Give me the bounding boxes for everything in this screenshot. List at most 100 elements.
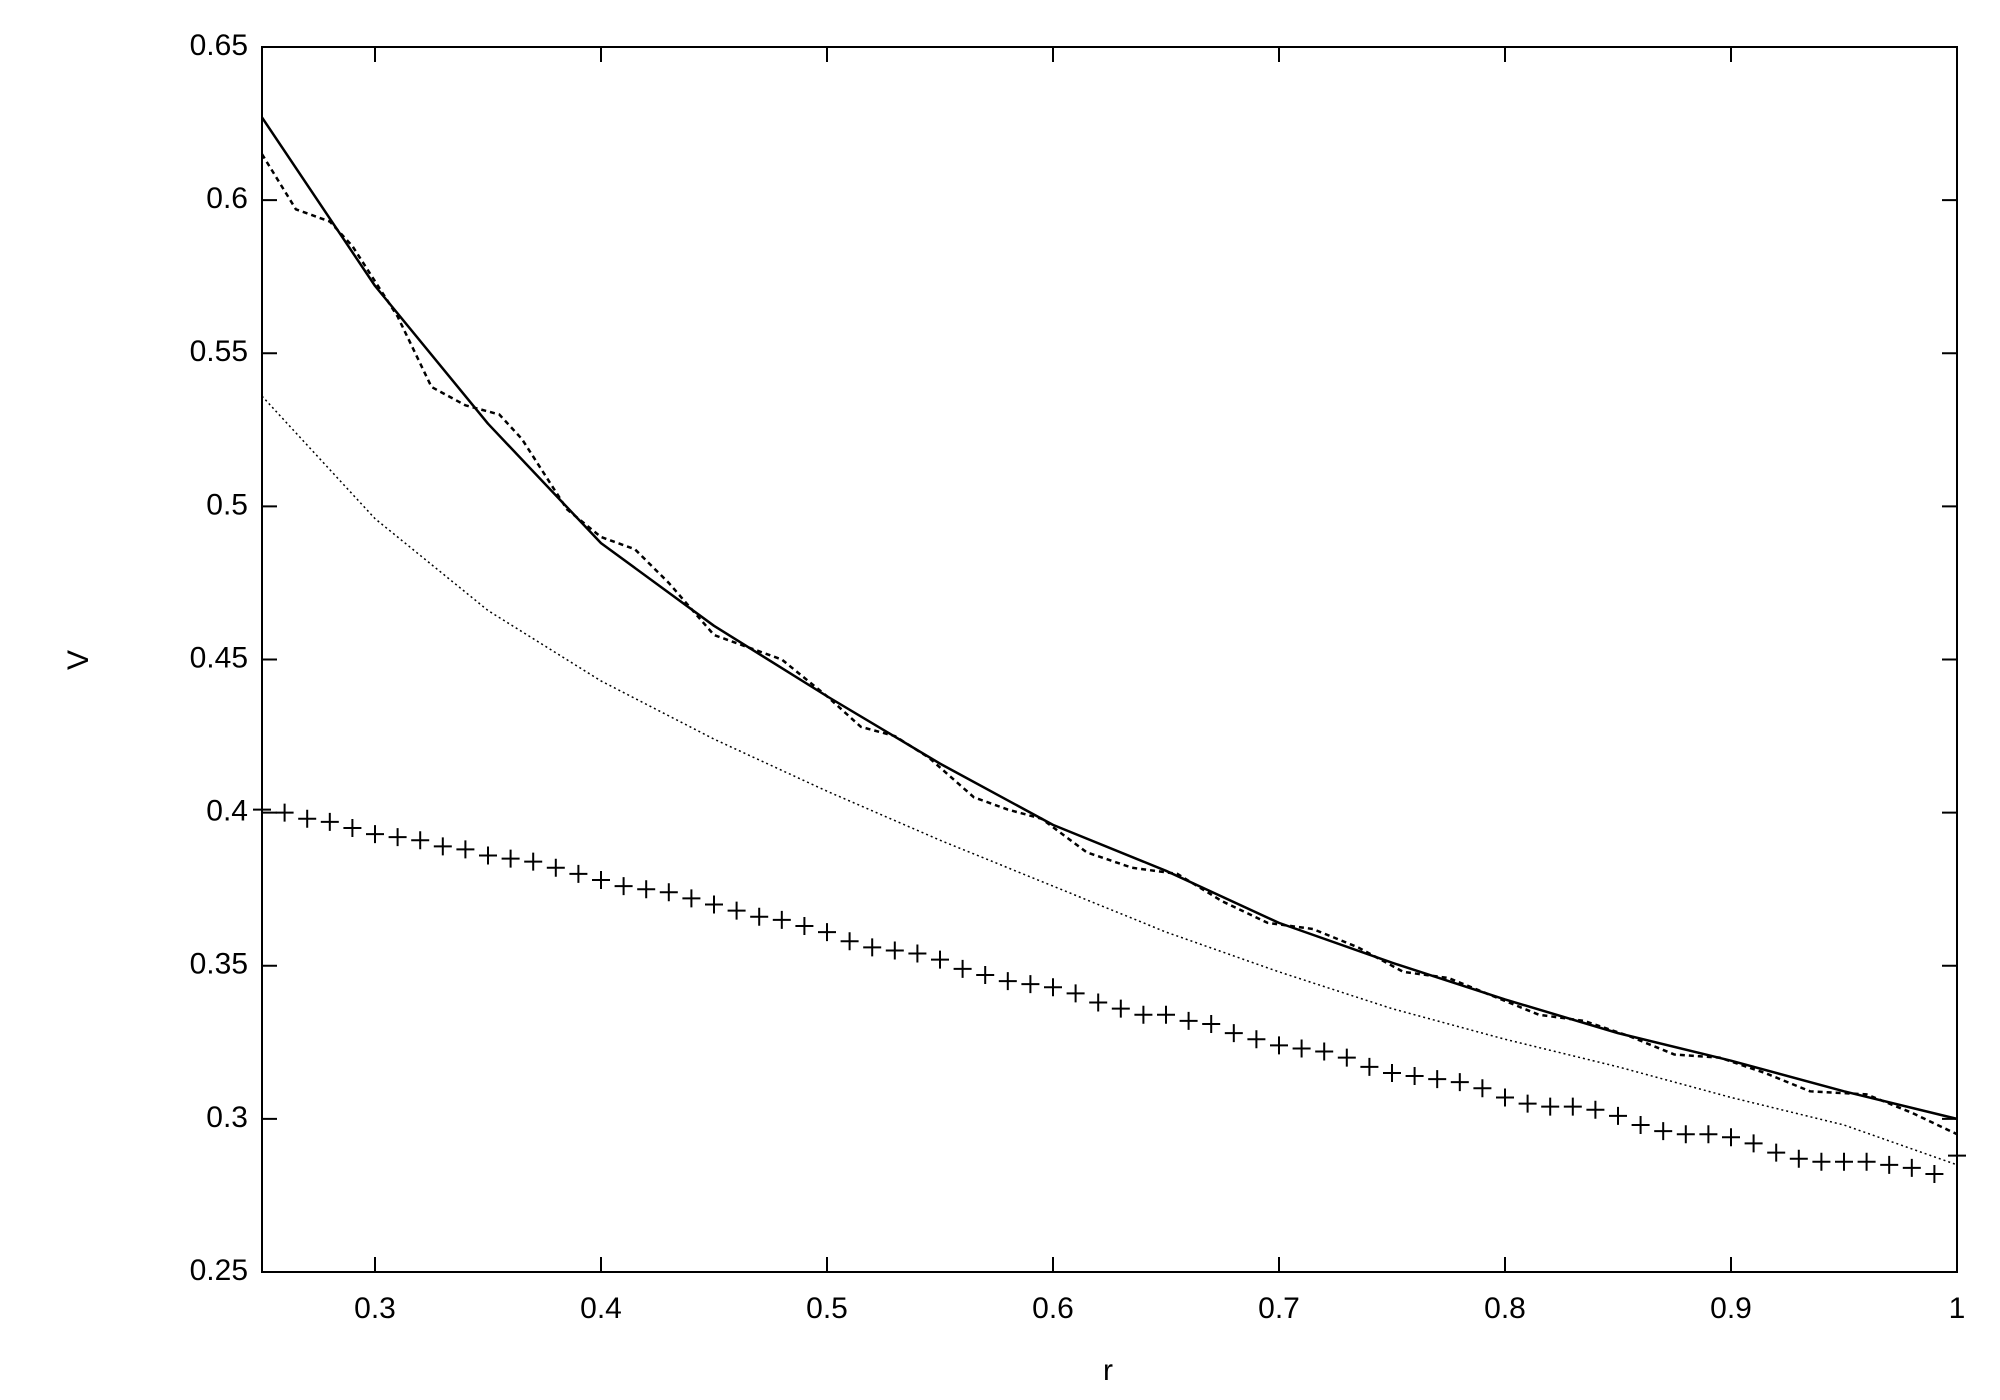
y-tick-label: 0.4 <box>206 795 248 828</box>
cross-marker <box>1134 1005 1153 1024</box>
cross-marker <box>1044 978 1062 997</box>
cross-marker <box>1744 1134 1763 1153</box>
cross-marker <box>366 825 384 844</box>
line-series <box>260 116 1958 1121</box>
cross-marker <box>976 965 995 984</box>
cross-marker <box>1021 975 1040 994</box>
cross-marker <box>433 837 452 856</box>
x-tick-label: 0.4 <box>580 1292 622 1325</box>
x-tick-label: 0.7 <box>1258 1292 1300 1325</box>
line-series <box>261 395 1958 1166</box>
cross-marker <box>931 950 949 969</box>
x-tick-label: 0.6 <box>1032 1292 1074 1325</box>
cross-marker <box>998 972 1017 991</box>
y-tick-label: 0.25 <box>190 1254 248 1287</box>
cross-marker <box>524 852 543 871</box>
cross-marker <box>1518 1094 1537 1113</box>
cross-marker <box>682 889 701 908</box>
cross-marker <box>795 916 814 935</box>
x-tick-label: 0.5 <box>806 1292 848 1325</box>
y-tick-label: 0.6 <box>206 182 248 215</box>
cross-marker <box>1812 1152 1831 1171</box>
y-tick-label: 0.55 <box>190 335 248 368</box>
cross-marker <box>1360 1057 1379 1076</box>
cross-marker <box>456 840 475 859</box>
cross-marker <box>1925 1165 1944 1183</box>
cross-marker <box>1563 1097 1582 1116</box>
cross-marker <box>1857 1152 1876 1171</box>
x-tick-label: 0.8 <box>1484 1292 1526 1325</box>
cross-marker <box>320 812 339 831</box>
cross-marker <box>1066 984 1085 1003</box>
cross-marker <box>1315 1042 1334 1061</box>
cross-marker <box>1337 1048 1356 1067</box>
cross-marker <box>1902 1158 1921 1177</box>
cross-marker <box>479 846 497 865</box>
cross-marker <box>750 907 769 926</box>
cross-marker <box>1586 1100 1605 1119</box>
cross-marker <box>298 809 317 828</box>
y-tick-label: 0.5 <box>206 488 248 521</box>
cross-marker <box>637 880 656 899</box>
line-series <box>260 153 1958 1136</box>
cross-marker <box>1089 993 1108 1012</box>
cross-marker <box>1609 1106 1627 1125</box>
cross-marker <box>1789 1149 1808 1168</box>
y-axis-label: V <box>62 650 95 670</box>
cross-marker <box>1948 1146 1966 1165</box>
cross-marker <box>885 941 904 960</box>
cross-marker <box>1224 1024 1243 1043</box>
cross-marker <box>501 849 520 868</box>
cross-marker <box>772 910 791 929</box>
y-tick-label: 0.3 <box>206 1101 248 1134</box>
cross-marker <box>1699 1125 1718 1144</box>
cross-marker <box>592 871 610 889</box>
cross-marker <box>1631 1116 1650 1134</box>
cross-marker <box>1676 1125 1695 1144</box>
cross-marker <box>1450 1073 1469 1092</box>
cross-marker <box>1270 1036 1288 1055</box>
cross-marker <box>546 858 565 877</box>
cross-marker <box>1835 1152 1853 1171</box>
cross-marker <box>275 803 294 822</box>
cross-marker <box>908 944 927 963</box>
cross-marker <box>953 959 972 978</box>
cross-marker <box>1247 1030 1266 1049</box>
cross-marker <box>1880 1155 1899 1174</box>
x-tick-label: 1 <box>1949 1292 1966 1325</box>
cross-marker <box>840 932 859 951</box>
y-tick-label: 0.35 <box>190 948 248 981</box>
cross-marker <box>705 895 723 914</box>
cross-marker <box>1292 1039 1311 1058</box>
cross-marker <box>863 938 882 957</box>
cross-marker <box>1202 1014 1221 1033</box>
cross-marker <box>1428 1070 1447 1089</box>
cross-marker <box>1767 1143 1786 1162</box>
cross-marker <box>1405 1067 1424 1085</box>
cross-marker <box>411 831 430 850</box>
x-axis-label: r <box>1103 1354 1113 1387</box>
cross-marker <box>1473 1079 1492 1098</box>
cross-marker <box>1157 1005 1175 1024</box>
x-tick-label: 0.3 <box>354 1292 396 1325</box>
x-tick-label: 0.9 <box>1710 1292 1752 1325</box>
cross-marker <box>1496 1088 1514 1107</box>
cross-marker <box>614 877 633 896</box>
y-tick-label: 0.65 <box>190 29 248 62</box>
cross-marker <box>1541 1097 1560 1116</box>
cross-marker <box>727 901 746 920</box>
cross-marker <box>818 923 836 942</box>
cross-marker <box>1722 1128 1740 1147</box>
cross-marker <box>659 883 678 902</box>
plot-frame <box>261 46 1958 1273</box>
cross-marker <box>569 864 588 883</box>
cross-marker <box>388 828 407 847</box>
cross-marker <box>1179 1011 1198 1030</box>
y-tick-label: 0.45 <box>190 641 248 674</box>
cross-marker <box>1654 1122 1673 1141</box>
cross-marker <box>343 818 362 837</box>
cross-marker <box>1111 999 1130 1018</box>
cross-marker <box>253 800 271 819</box>
